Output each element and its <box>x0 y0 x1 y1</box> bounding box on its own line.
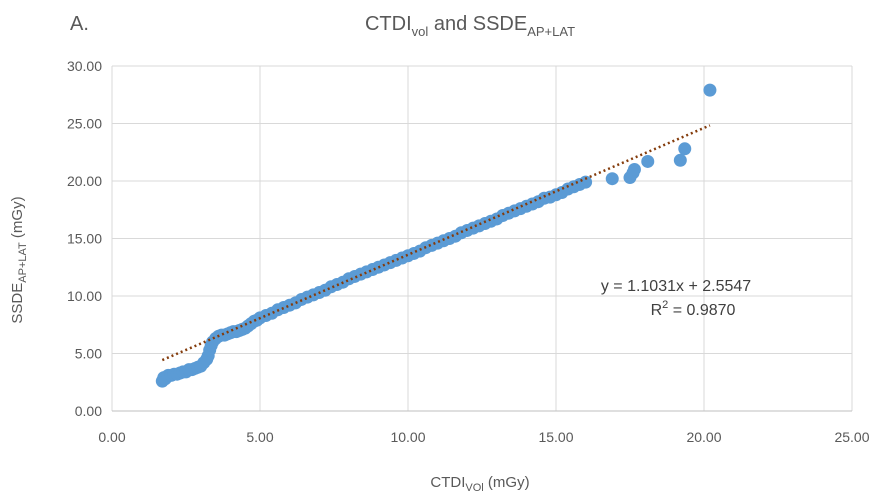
x-axis-title-main: CTDI <box>430 474 465 491</box>
panel-label: A. <box>70 13 89 35</box>
x-tick-labels: 0.00 5.00 10.00 15.00 20.00 25.00 <box>98 429 869 445</box>
x-axis-title-sub: VOl <box>465 482 483 494</box>
x-axis-title: CTDIVOl (mGy) <box>430 474 529 494</box>
x-tick-label: 20.00 <box>686 429 721 445</box>
chart-title: CTDIvol and SSDEAP+LAT <box>365 13 575 39</box>
x-tick-label: 25.00 <box>834 429 869 445</box>
data-points <box>155 83 717 388</box>
y-tick-label: 10.00 <box>67 288 102 304</box>
data-point <box>678 142 692 156</box>
y-axis-title-main: SSDE <box>9 283 26 324</box>
y-tick-label: 25.00 <box>67 116 102 132</box>
data-point <box>703 83 717 97</box>
chart-title-part2: and SSDE <box>428 13 527 35</box>
y-tick-label: 0.00 <box>75 403 102 419</box>
chart-title-sub2: AP+LAT <box>527 24 575 39</box>
trendline-equation: y = 1.1031x + 2.5547 <box>601 278 751 295</box>
data-point <box>627 163 641 176</box>
linear-trendline <box>161 124 711 362</box>
r-squared-label: R2 = 0.9870 <box>651 299 736 319</box>
data-point <box>605 172 619 186</box>
y-tick-labels: 0.00 5.00 10.00 15.00 20.00 25.00 30.00 <box>67 58 102 419</box>
y-tick-label: 5.00 <box>75 346 102 362</box>
r-squared-superscript: 2 <box>662 299 668 311</box>
y-axis-title: SSDEAP+LAT (mGy) <box>9 196 29 323</box>
y-tick-label: 30.00 <box>67 58 102 74</box>
gridlines <box>111 65 853 411</box>
y-tick-label: 15.00 <box>67 231 102 247</box>
chart-title-part1: CTDI <box>365 13 412 35</box>
data-point <box>641 154 655 168</box>
chart-title-sub1: vol <box>412 24 429 39</box>
x-axis-title-unit: (mGy) <box>484 474 530 491</box>
x-tick-label: 15.00 <box>538 429 573 445</box>
r-squared-prefix: R <box>651 302 663 319</box>
x-tick-label: 10.00 <box>390 429 425 445</box>
trendline-group <box>161 124 711 362</box>
y-tick-label: 20.00 <box>67 173 102 189</box>
r-squared-value: = 0.9870 <box>668 302 735 319</box>
data-point <box>579 175 593 189</box>
data-point <box>673 153 687 167</box>
x-tick-label: 5.00 <box>246 429 273 445</box>
y-axis-title-sub: AP+LAT <box>17 242 29 283</box>
y-axis-title-unit: (mGy) <box>9 196 26 242</box>
x-tick-label: 0.00 <box>98 429 125 445</box>
